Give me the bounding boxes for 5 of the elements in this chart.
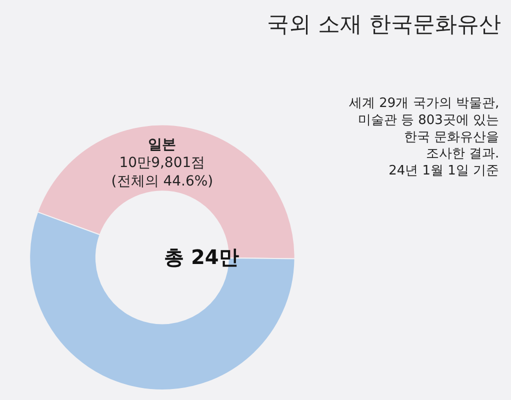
text: 세계 29개 국가의 박물관, 미술관 등 803곳에 있는 한국 문화유산을 조사한 결과. 24년 1월 1일 기준 — [349, 96, 500, 179]
text: 국외 소재 한국문화유산 — [266, 12, 501, 38]
slice-label: 일본 — [148, 137, 176, 154]
text: 총 24만 — [164, 245, 239, 269]
data-label: 10만9,801점 (전체의 44.6%) — [111, 155, 214, 190]
